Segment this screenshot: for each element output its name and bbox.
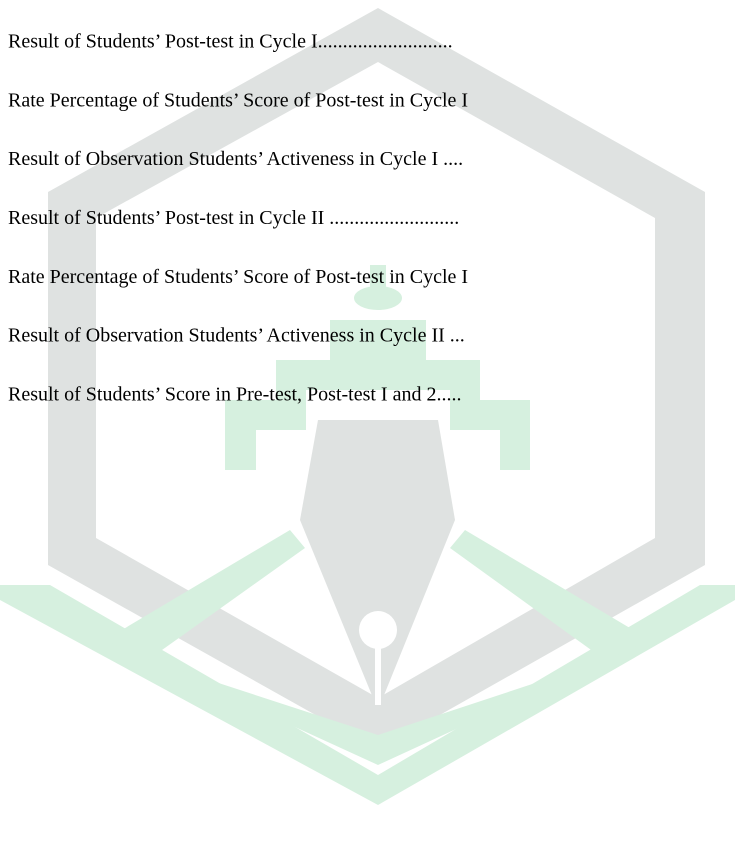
watermark-chevron: [0, 585, 735, 805]
watermark: [0, 8, 735, 805]
watermark-steps: [225, 320, 530, 470]
watermark-pen-hole: [359, 611, 397, 649]
watermark-spire: [370, 265, 386, 290]
table-entry: Rate Percentage of Students’ Score of Po…: [8, 89, 468, 111]
watermark-dome: [354, 286, 402, 310]
list-of-tables: Result of Students’ Post-test in Cycle I…: [8, 31, 468, 406]
table-entry: Result of Observation Students’ Activene…: [8, 148, 463, 170]
table-entry: Result of Students’ Post-test in Cycle I…: [8, 207, 459, 229]
table-entry: Rate Percentage of Students’ Score of Po…: [8, 266, 468, 288]
watermark-pen-slit: [375, 640, 381, 705]
table-entry: Result of Students’ Score in Pre-test, P…: [8, 383, 461, 405]
watermark-pen-nib: [300, 420, 455, 710]
table-entry: Result of Students’ Post-test in Cycle I…: [8, 31, 453, 53]
watermark-inner-lines: [105, 530, 650, 765]
table-entry: Result of Observation Students’ Activene…: [8, 325, 465, 347]
